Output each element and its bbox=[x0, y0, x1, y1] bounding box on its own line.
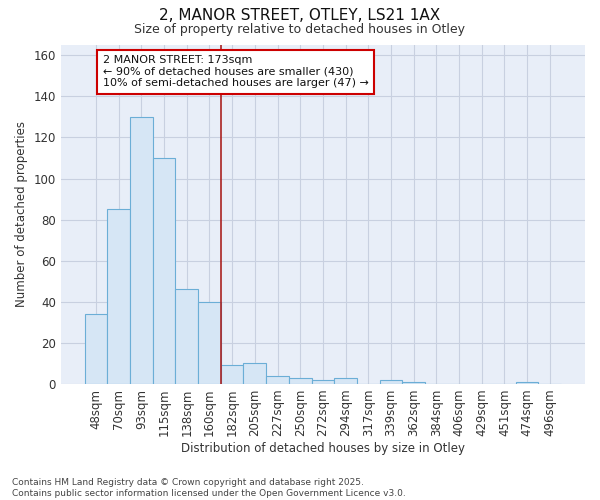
Bar bbox=[380, 380, 403, 384]
Bar bbox=[516, 382, 538, 384]
Y-axis label: Number of detached properties: Number of detached properties bbox=[15, 122, 28, 308]
Bar bbox=[107, 210, 130, 384]
Bar bbox=[221, 366, 244, 384]
Bar bbox=[152, 158, 175, 384]
Bar bbox=[311, 380, 334, 384]
Text: 2 MANOR STREET: 173sqm
← 90% of detached houses are smaller (430)
10% of semi-de: 2 MANOR STREET: 173sqm ← 90% of detached… bbox=[103, 55, 368, 88]
X-axis label: Distribution of detached houses by size in Otley: Distribution of detached houses by size … bbox=[181, 442, 465, 455]
Bar bbox=[244, 364, 266, 384]
Bar bbox=[334, 378, 357, 384]
Bar bbox=[198, 302, 221, 384]
Text: Contains HM Land Registry data © Crown copyright and database right 2025.
Contai: Contains HM Land Registry data © Crown c… bbox=[12, 478, 406, 498]
Bar bbox=[403, 382, 425, 384]
Text: 2, MANOR STREET, OTLEY, LS21 1AX: 2, MANOR STREET, OTLEY, LS21 1AX bbox=[160, 8, 440, 22]
Text: Size of property relative to detached houses in Otley: Size of property relative to detached ho… bbox=[134, 22, 466, 36]
Bar bbox=[130, 117, 152, 384]
Bar bbox=[175, 290, 198, 384]
Bar bbox=[85, 314, 107, 384]
Bar bbox=[289, 378, 311, 384]
Bar bbox=[266, 376, 289, 384]
